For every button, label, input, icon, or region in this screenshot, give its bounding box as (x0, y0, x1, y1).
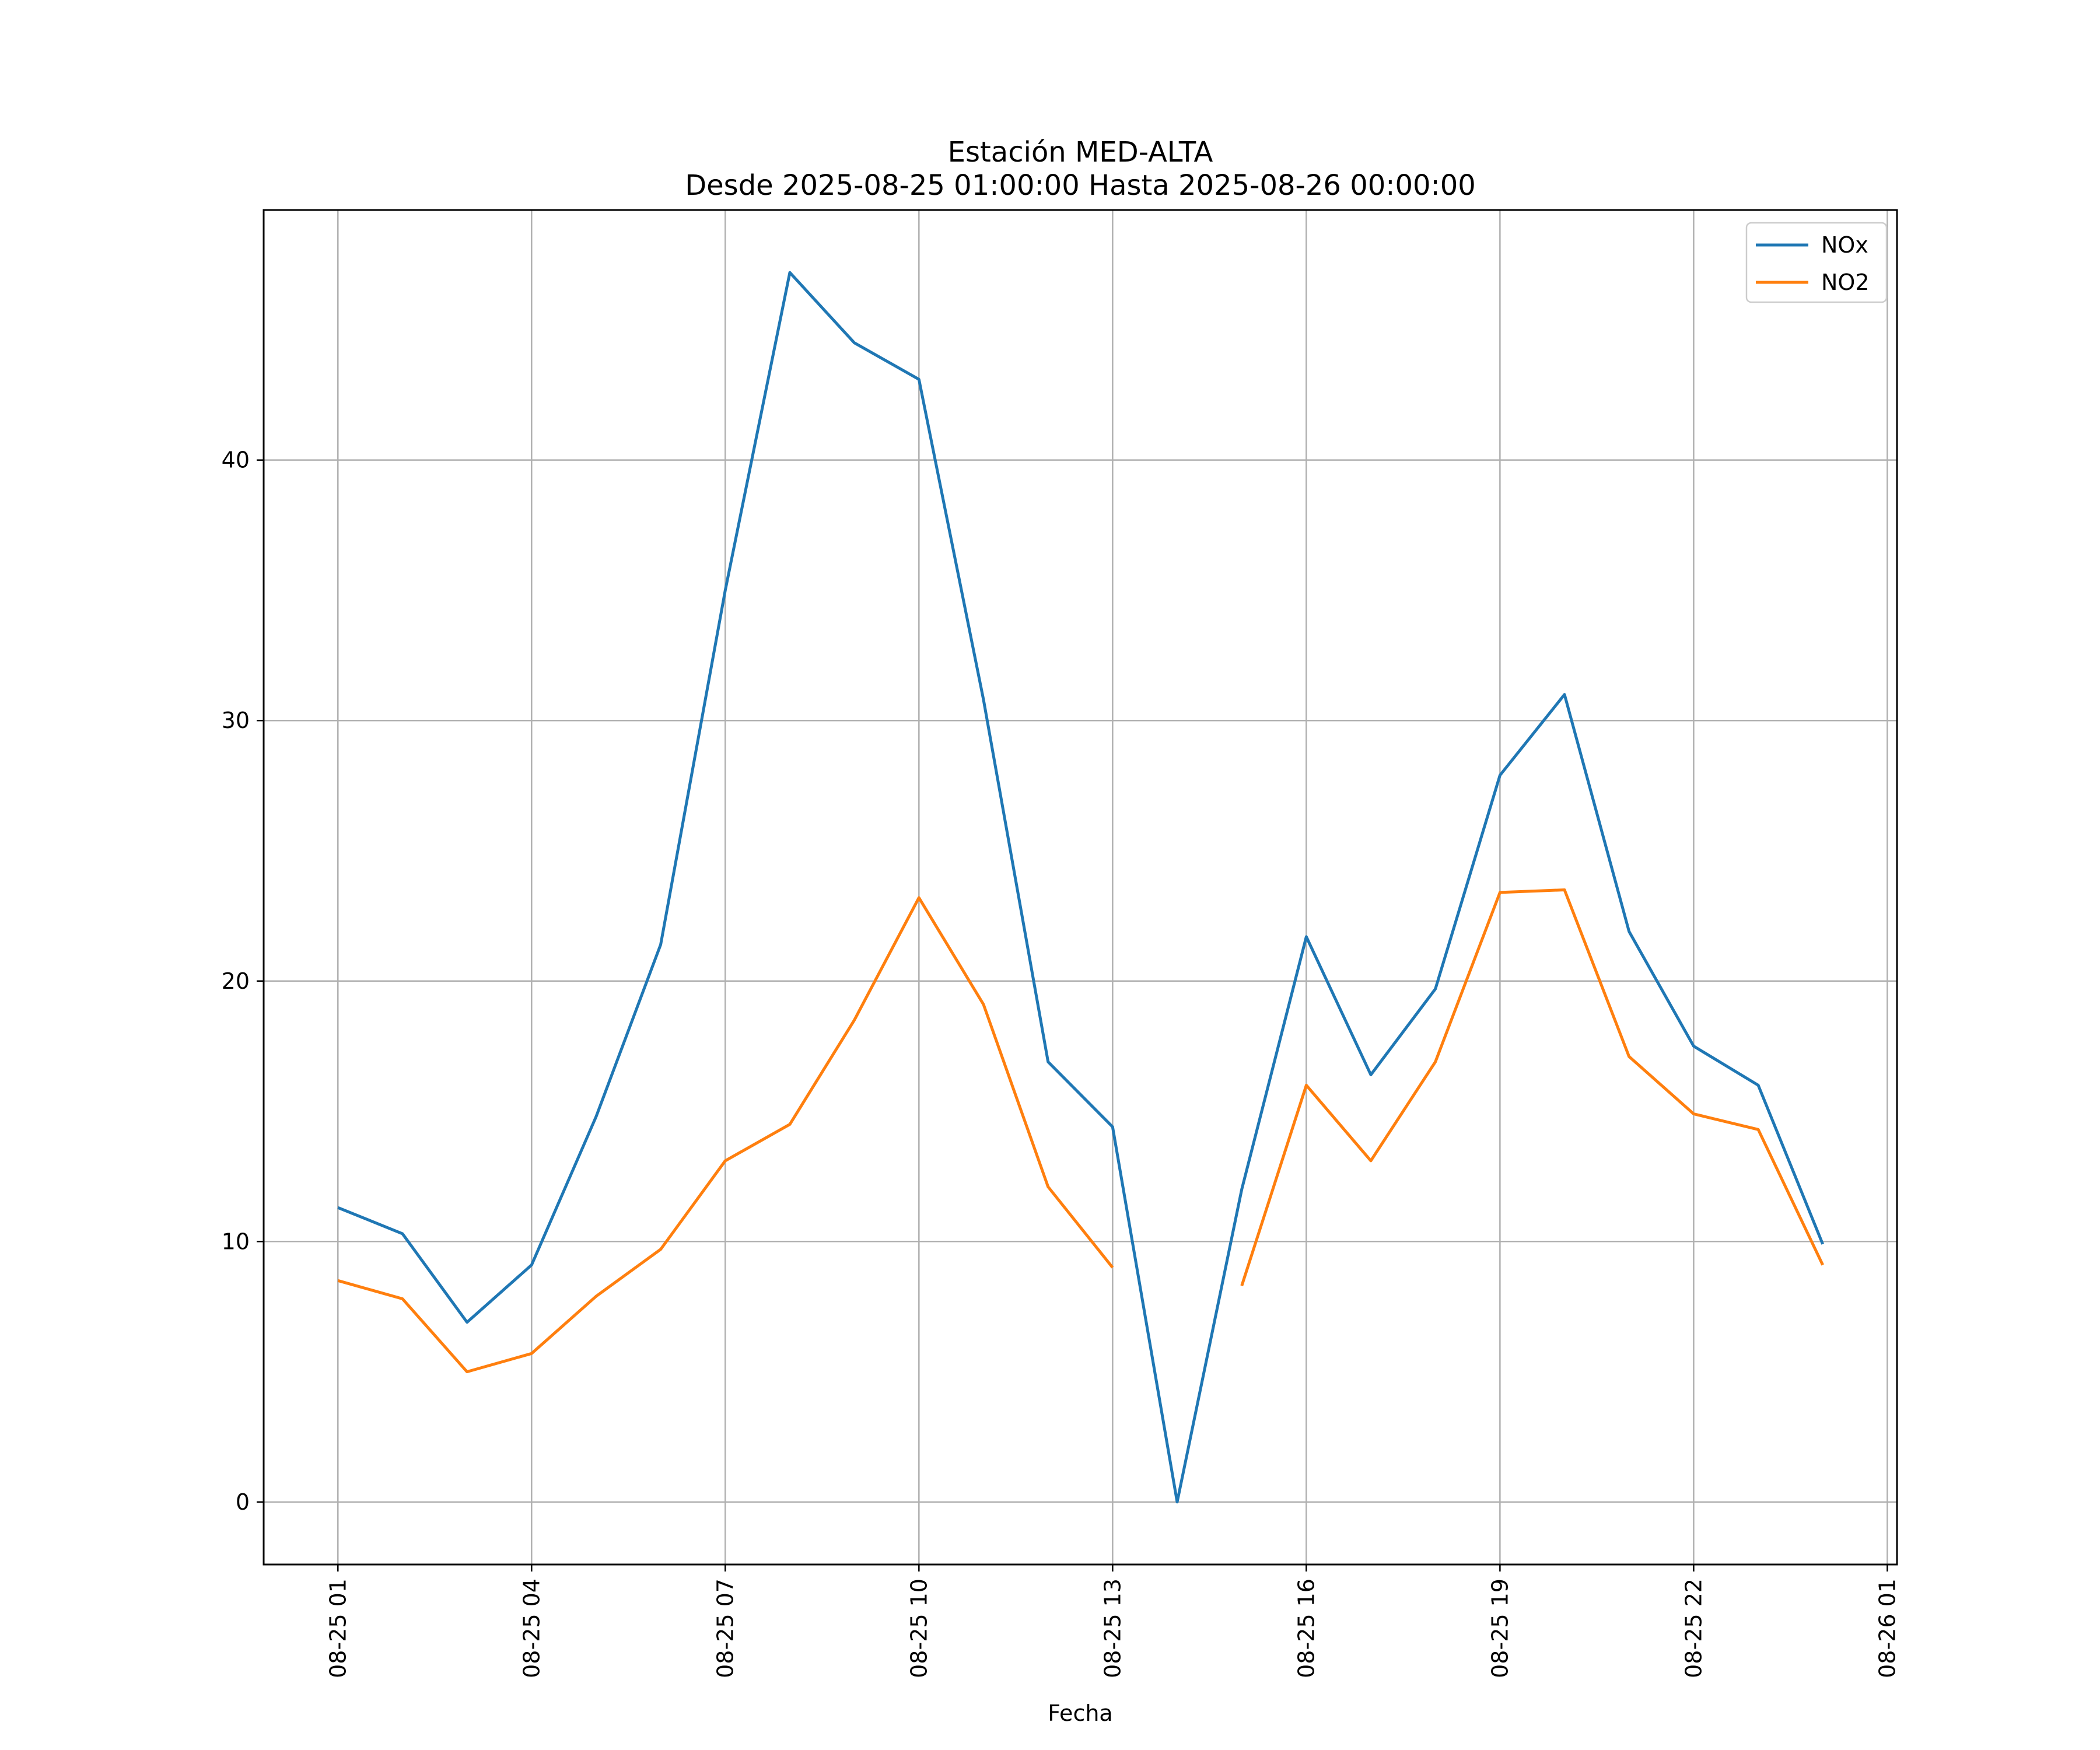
chart-subtitle: Desde 2025-08-25 01:00:00 Hasta 2025-08-… (685, 169, 1476, 202)
x-tick-label: 08-25 10 (906, 1578, 932, 1678)
x-tick-label: 08-25 07 (712, 1578, 738, 1678)
series-line-no2 (337, 888, 1824, 1374)
axis-ticks: 0 10 20 30 40 08-25 01 08-25 04 08-25 07 08-25 1… (222, 447, 1901, 1678)
y-tick-label: 30 (222, 708, 250, 733)
chart-title: Estación MED-ALTA (948, 136, 1213, 169)
legend: NOx NO2 (1745, 222, 1888, 303)
series-lines (337, 271, 1825, 1504)
x-tick-label: 08-26 01 (1874, 1578, 1900, 1678)
y-tick-label: 10 (222, 1228, 250, 1254)
y-tick-label: 0 (236, 1489, 250, 1515)
x-tick-label: 08-25 13 (1100, 1578, 1125, 1678)
x-tick-label: 08-25 19 (1487, 1578, 1513, 1678)
legend-label-nox: NOx (1821, 232, 1868, 258)
grid-lines (264, 210, 1897, 1564)
x-tick-label: 08-25 04 (519, 1578, 544, 1678)
legend-label-no2: NO2 (1821, 270, 1870, 295)
y-tick-label: 20 (222, 968, 250, 994)
x-axis-label: Fecha (1048, 1700, 1112, 1726)
x-tick-label: 08-25 22 (1681, 1578, 1706, 1678)
y-tick-label: 40 (222, 447, 250, 473)
series-line-nox (337, 271, 1825, 1504)
x-tick-label: 08-25 16 (1293, 1578, 1319, 1678)
plot-area-frame (262, 209, 1898, 1566)
x-tick-label: 08-25 01 (325, 1578, 351, 1678)
